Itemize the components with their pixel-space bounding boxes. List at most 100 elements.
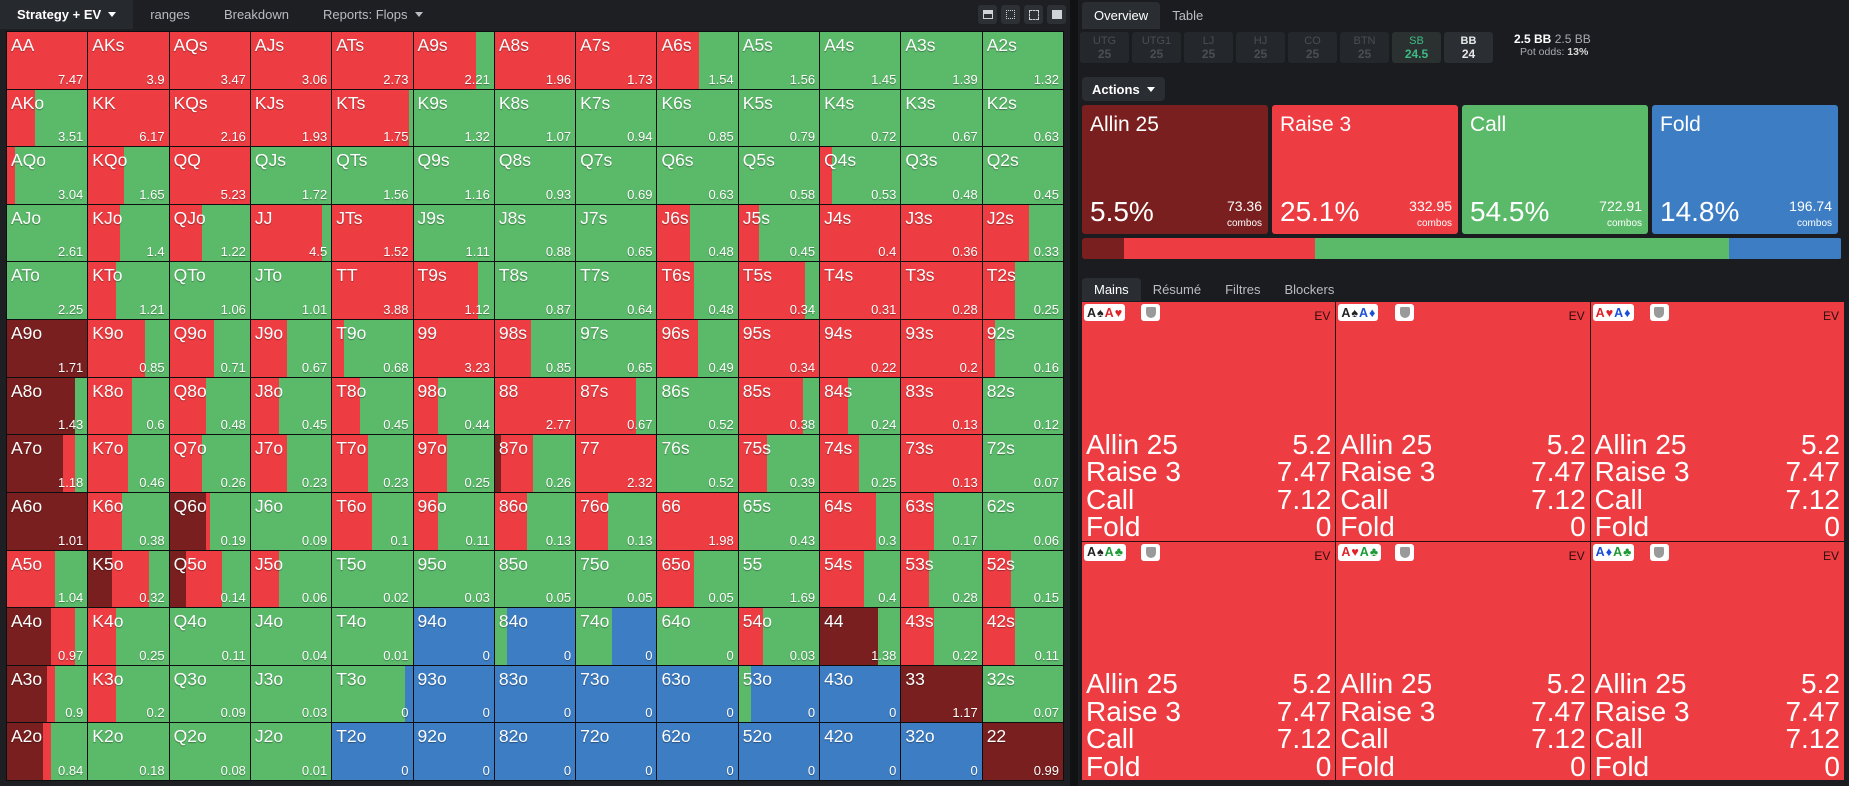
hand-cell[interactable]: 97o 0.25 bbox=[413, 435, 494, 492]
hand-cell[interactable]: AQs 3.47 bbox=[169, 32, 250, 89]
action-card-fold[interactable]: Fold 14.8% 196.74 combos bbox=[1652, 105, 1838, 234]
hand-cell[interactable]: A8o 1.43 bbox=[7, 377, 88, 435]
tab-table[interactable]: Table bbox=[1172, 7, 1204, 23]
hand-cell[interactable]: T2o 0 bbox=[332, 723, 413, 780]
hand-cell[interactable]: 94s 0.22 bbox=[820, 320, 901, 377]
hand-cell[interactable]: 55 1.69 bbox=[738, 550, 820, 608]
position-sb[interactable]: SB 24.5 bbox=[1392, 31, 1441, 63]
hand-cell[interactable]: K8o 0.6 bbox=[88, 377, 169, 435]
hand-cell[interactable]: K8s 1.07 bbox=[494, 89, 576, 147]
combo-card[interactable]: A ♥ A ♣ EV Allin 25 5.2 Raise 3 7.47 Call 7.12 Fold… bbox=[1336, 541, 1590, 780]
hand-cell[interactable]: K7s 0.94 bbox=[576, 89, 657, 147]
combo-card[interactable]: A ♠ A ♦ EV Allin 25 5.2 Raise 3 7.47 Call 7.12 Fold… bbox=[1336, 302, 1590, 541]
tab-strategy-ev[interactable]: Strategy + EV bbox=[0, 0, 134, 29]
hand-cell[interactable]: 95s 0.34 bbox=[738, 320, 820, 377]
hand-cell[interactable]: 74s 0.25 bbox=[820, 435, 901, 492]
hand-cell[interactable]: 65o 0.05 bbox=[657, 550, 738, 608]
hand-cell[interactable]: 64s 0.3 bbox=[820, 492, 901, 550]
hand-cell[interactable]: 76o 0.13 bbox=[576, 492, 657, 550]
hand-cell[interactable]: T3o 0 bbox=[332, 665, 413, 723]
hand-cell[interactable]: J6s 0.48 bbox=[657, 204, 738, 262]
hand-cell[interactable]: 63s 0.17 bbox=[901, 492, 982, 550]
hand-cell[interactable]: 96s 0.49 bbox=[657, 320, 738, 377]
hand-cell[interactable]: J6o 0.09 bbox=[250, 492, 332, 550]
hand-cell[interactable]: Q2o 0.08 bbox=[169, 723, 250, 780]
layout-full-icon[interactable] bbox=[1047, 5, 1066, 24]
hand-cell[interactable]: 62o 0 bbox=[657, 723, 738, 780]
hand-cell[interactable]: 33 1.17 bbox=[901, 665, 982, 723]
hand-cell[interactable]: 82s 0.12 bbox=[982, 377, 1063, 435]
hand-cell[interactable]: 77 2.32 bbox=[576, 435, 657, 492]
hand-cell[interactable]: J9s 1.11 bbox=[413, 204, 494, 262]
hand-cell[interactable]: T3s 0.28 bbox=[901, 262, 982, 320]
hand-cell[interactable]: T4o 0.01 bbox=[332, 608, 413, 665]
hand-cell[interactable]: 22 0.99 bbox=[982, 723, 1063, 780]
hand-cell[interactable]: 84o 0 bbox=[494, 608, 576, 665]
position-btn[interactable]: BTN 25 bbox=[1340, 31, 1389, 63]
hand-cell[interactable]: J7s 0.65 bbox=[576, 204, 657, 262]
tab-overview[interactable]: Overview bbox=[1082, 1, 1161, 29]
hand-cell[interactable]: 74o 0 bbox=[576, 608, 657, 665]
hand-cell[interactable]: 52o 0 bbox=[738, 723, 820, 780]
hand-cell[interactable]: J3s 0.36 bbox=[901, 204, 982, 262]
hand-cell[interactable]: 65s 0.43 bbox=[738, 492, 820, 550]
hand-cell[interactable]: A6o 1.01 bbox=[7, 492, 88, 550]
hand-cell[interactable]: 99 3.23 bbox=[413, 320, 494, 377]
hand-cell[interactable]: 85o 0.05 bbox=[494, 550, 576, 608]
layout-single-icon[interactable] bbox=[978, 5, 997, 24]
hand-cell[interactable]: 87o 0.26 bbox=[494, 435, 576, 492]
hand-cell[interactable]: AJo 2.61 bbox=[7, 204, 88, 262]
hand-cell[interactable]: QJo 1.22 bbox=[169, 204, 250, 262]
hand-cell[interactable]: QTs 1.56 bbox=[332, 147, 413, 204]
hand-cell[interactable]: K6o 0.38 bbox=[88, 492, 169, 550]
hand-cell[interactable]: T9s 1.12 bbox=[413, 262, 494, 320]
hand-cell[interactable]: K2o 0.18 bbox=[88, 723, 169, 780]
tab-filtres[interactable]: Filtres bbox=[1225, 281, 1261, 297]
hand-cell[interactable]: K9o 0.85 bbox=[88, 320, 169, 377]
hand-cell[interactable]: QQ 5.23 bbox=[169, 147, 250, 204]
hand-cell[interactable]: ATo 2.25 bbox=[7, 262, 88, 320]
hand-cell[interactable]: 43o 0 bbox=[820, 665, 901, 723]
hand-cell[interactable]: 96o 0.11 bbox=[413, 492, 494, 550]
position-bb[interactable]: BB 24 bbox=[1444, 31, 1493, 63]
hand-cell[interactable]: 92s 0.16 bbox=[982, 320, 1063, 377]
hand-cell[interactable]: J8o 0.45 bbox=[250, 377, 332, 435]
hand-cell[interactable]: Q8s 0.93 bbox=[494, 147, 576, 204]
hand-cell[interactable]: JJ 4.5 bbox=[250, 204, 332, 262]
hand-cell[interactable]: 66 1.98 bbox=[657, 492, 738, 550]
hand-cell[interactable]: QTo 1.06 bbox=[169, 262, 250, 320]
hand-cell[interactable]: K5o 0.32 bbox=[88, 550, 169, 608]
combo-card[interactable]: A ♥ A ♦ EV Allin 25 5.2 Raise 3 7.47 Call 7.12 Fold… bbox=[1590, 302, 1844, 541]
hand-cell[interactable]: 52s 0.15 bbox=[982, 550, 1063, 608]
hand-cell[interactable]: KJs 1.93 bbox=[250, 89, 332, 147]
hand-cell[interactable]: KQo 1.65 bbox=[88, 147, 169, 204]
hand-cell[interactable]: KTs 1.75 bbox=[332, 89, 413, 147]
hand-cell[interactable]: A6s 1.54 bbox=[657, 32, 738, 89]
hand-cell[interactable]: Q3s 0.48 bbox=[901, 147, 982, 204]
hand-cell[interactable]: A2o 0.84 bbox=[7, 723, 88, 780]
hand-cell[interactable]: A8s 1.96 bbox=[494, 32, 576, 89]
hand-cell[interactable]: KJo 1.4 bbox=[88, 204, 169, 262]
hand-cell[interactable]: 95o 0.03 bbox=[413, 550, 494, 608]
hand-cell[interactable]: 64o 0 bbox=[657, 608, 738, 665]
hand-cell[interactable]: 75o 0.05 bbox=[576, 550, 657, 608]
hand-cell[interactable]: A3s 1.39 bbox=[901, 32, 982, 89]
hand-cell[interactable]: 32o 0 bbox=[901, 723, 982, 780]
hand-cell[interactable]: T8s 0.87 bbox=[494, 262, 576, 320]
hand-cell[interactable]: KQs 2.16 bbox=[169, 89, 250, 147]
hand-cell[interactable]: 97s 0.65 bbox=[576, 320, 657, 377]
hand-cell[interactable]: 93s 0.2 bbox=[901, 320, 982, 377]
hand-cell[interactable]: KK 6.17 bbox=[88, 89, 169, 147]
hand-cell[interactable]: 62s 0.06 bbox=[982, 492, 1063, 550]
hand-cell[interactable]: T5s 0.34 bbox=[738, 262, 820, 320]
hand-cell[interactable]: J5o 0.06 bbox=[250, 550, 332, 608]
position-lj[interactable]: LJ 25 bbox=[1184, 31, 1233, 63]
hand-cell[interactable]: A4o 0.97 bbox=[7, 608, 88, 665]
combo-card[interactable]: A ♠ A ♣ EV Allin 25 5.2 Raise 3 7.47 Call 7.12 Fold… bbox=[1082, 541, 1336, 780]
hand-cell[interactable]: T2s 0.25 bbox=[982, 262, 1063, 320]
hand-cell[interactable]: 98o 0.44 bbox=[413, 377, 494, 435]
hand-cell[interactable]: 54s 0.4 bbox=[820, 550, 901, 608]
tab-ranges[interactable]: ranges bbox=[150, 7, 190, 22]
hand-cell[interactable]: 86s 0.52 bbox=[657, 377, 738, 435]
hand-cell[interactable]: K9s 1.32 bbox=[413, 89, 494, 147]
